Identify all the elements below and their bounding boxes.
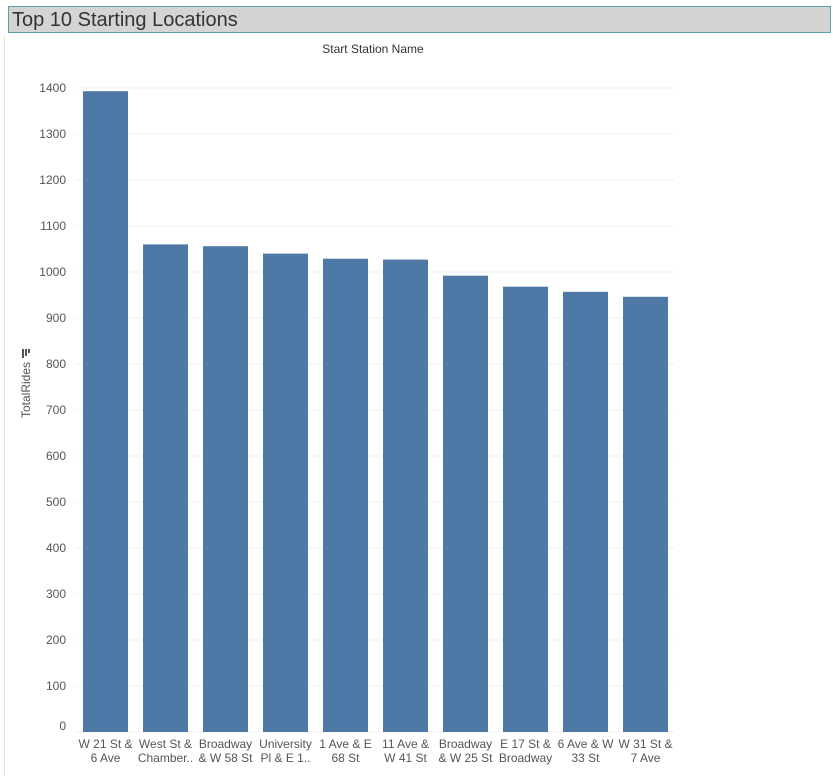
x-tick-label: Broadway & W 58 St [198,737,253,765]
y-tick-label: 1300 [39,127,66,141]
x-tick-label: West St & Chamber.. [138,737,193,765]
y-tick-label: 1200 [39,173,66,187]
dashboard-title: Top 10 Starting Locations [12,9,238,31]
bar[interactable] [203,246,248,732]
x-tick-label: Broadway & W 25 St [438,737,493,765]
title-bar: Top 10 Starting Locations [8,6,831,33]
left-divider [4,36,5,776]
bar[interactable] [443,275,488,732]
bar[interactable] [83,91,128,732]
y-tick-label: 300 [46,587,66,601]
y-tick-label: 700 [46,403,66,417]
y-tick-label: 600 [46,449,66,463]
x-tick-label: W 31 St & 7 Ave [618,737,672,765]
column-header: Start Station Name [322,42,424,56]
bar[interactable] [263,253,308,732]
bar[interactable] [623,296,668,732]
bars[interactable] [83,91,668,732]
sort-descending-icon[interactable] [22,349,30,358]
y-tick-label: 1400 [39,81,66,95]
bar[interactable] [143,244,188,732]
y-axis-label: TotalRides [19,362,33,418]
y-tick-label: 200 [46,633,66,647]
x-tick-label: 11 Ave & W 41 St [382,737,429,765]
bar[interactable] [563,291,608,732]
bar[interactable] [383,259,428,732]
y-tick-label: 1000 [39,265,66,279]
bar[interactable] [503,286,548,732]
y-tick-label: 900 [46,311,66,325]
y-tick-label: 100 [46,679,66,693]
y-tick-label: 0 [59,719,66,733]
x-tick-label: W 21 St & 6 Ave [78,737,132,765]
y-axis-title[interactable]: TotalRides [19,362,33,418]
y-tick-label: 400 [46,541,66,555]
x-tick-label: E 17 St & Broadway [499,737,552,765]
y-tick-label: 500 [46,495,66,509]
bar[interactable] [323,258,368,732]
y-tick-label: 1100 [40,219,66,233]
x-tick-label: 1 Ave & E 68 St [319,737,371,765]
y-tick-label: 800 [46,357,66,371]
x-tick-label: 6 Ave & W 33 St [558,737,614,765]
y-axis: 0 100 200 300 400 500 600 700 800 900 1000 1100 1200… [39,81,66,733]
x-tick-label: University Pl & E 1.. [259,737,312,765]
